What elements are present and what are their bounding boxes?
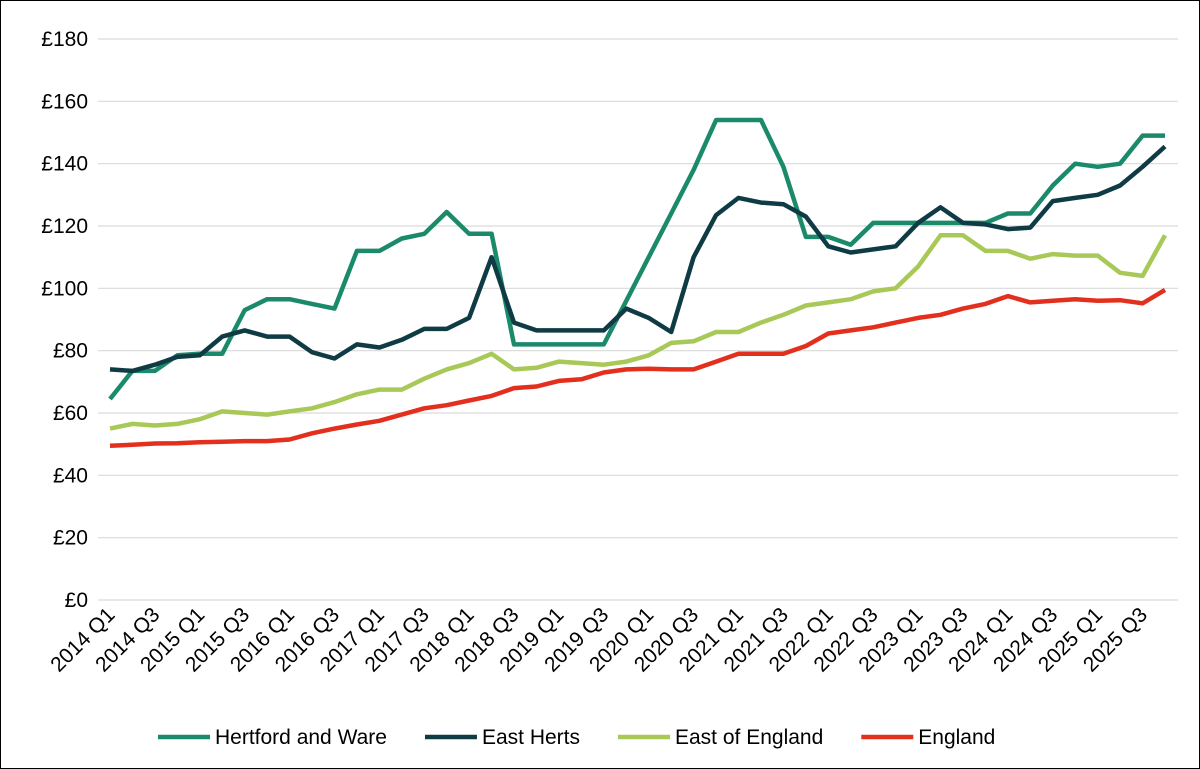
y-tick-label: £80 [53, 340, 88, 363]
y-tick-label: £60 [53, 402, 88, 425]
y-tick-label: £140 [41, 153, 88, 176]
y-tick-label: £180 [41, 28, 88, 51]
series-line [109, 144, 1167, 374]
y-tick-label: £120 [41, 215, 88, 238]
y-tick-label: £20 [53, 527, 88, 550]
series-line [109, 233, 1167, 431]
y-tick-label: £160 [41, 90, 88, 113]
legend-label: East of England [675, 726, 823, 749]
y-tick-label: £0 [65, 589, 88, 612]
legend-label: Hertford and Ware [215, 726, 387, 749]
series-line [108, 117, 1165, 401]
y-tick-label: £100 [41, 277, 88, 300]
legend-label: East Herts [482, 726, 580, 749]
series-line [109, 287, 1167, 448]
y-tick-label: £40 [53, 464, 88, 487]
legend-label: England [918, 726, 995, 749]
